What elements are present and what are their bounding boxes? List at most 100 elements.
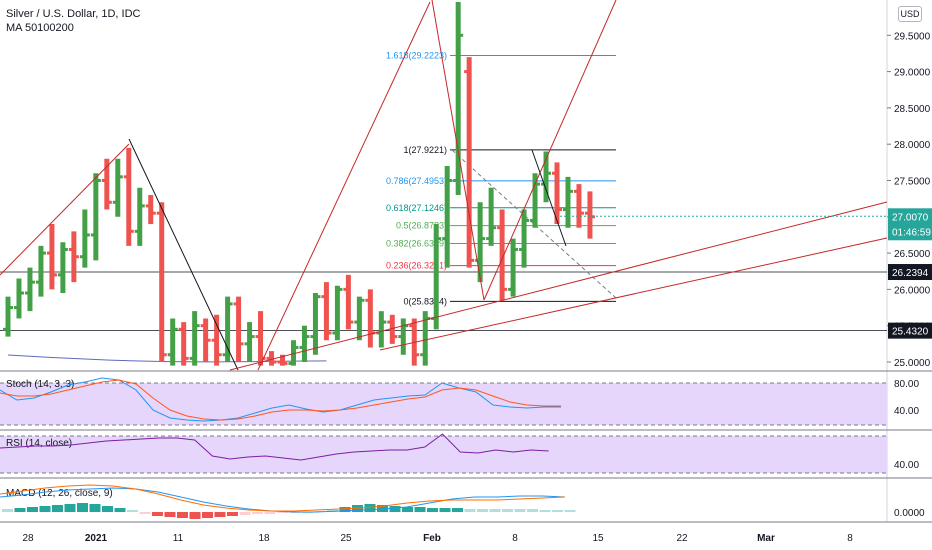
- macd-histogram-bar: [264, 512, 276, 514]
- macd-histogram-bar: [164, 512, 176, 517]
- rsi-band: [0, 436, 887, 473]
- time-tick-label: Mar: [757, 533, 775, 544]
- level-price-badge: [888, 322, 932, 339]
- stoch-label: Stoch (14, 3, 3): [6, 379, 74, 390]
- macd-histogram-bar: [364, 504, 376, 512]
- rsi-line: [0, 433, 549, 461]
- macd-histogram-bar: [77, 503, 88, 512]
- stoch-tick-label: 80.00: [894, 379, 919, 390]
- fib-level-label: 0.618(27.1246): [386, 203, 447, 213]
- macd-histogram-bar: [564, 510, 576, 512]
- macd-histogram-bar: [439, 508, 451, 512]
- macd-histogram-bar: [227, 512, 238, 516]
- macd-histogram-bar: [239, 512, 251, 515]
- stoch-k-line: [0, 377, 561, 422]
- macd-label: MACD (12, 26, close, 9): [6, 488, 113, 499]
- macd-histogram-bar: [252, 512, 263, 514]
- macd-histogram-bar: [152, 512, 163, 516]
- macd-histogram-bar: [14, 508, 26, 512]
- currency-button[interactable]: USD: [898, 6, 922, 22]
- price-tick-label: 28.5000: [894, 104, 931, 115]
- trend-line: [483, 0, 617, 301]
- price-tick-label: 29.5000: [894, 31, 931, 42]
- macd-histogram-bar: [64, 504, 76, 512]
- macd-histogram-bar: [2, 509, 13, 512]
- macd-histogram-bar: [477, 509, 488, 512]
- macd-histogram-bar: [214, 512, 226, 517]
- macd-tick-label: 0.0000: [894, 508, 925, 519]
- stoch-d-line: [0, 379, 561, 421]
- trend-line: [531, 149, 567, 247]
- price-tick-label: 27.5000: [894, 177, 931, 188]
- fib-level-label: 0.786(27.4953): [386, 176, 447, 186]
- rsi-tick-label: 40.00: [894, 460, 919, 471]
- macd-histogram-bar: [389, 506, 401, 512]
- macd-histogram-bar: [102, 506, 113, 512]
- fib-level-label: 0.382(26.6319): [386, 239, 447, 249]
- macd-histogram-bar: [114, 508, 126, 512]
- macd-histogram-bar: [89, 504, 101, 512]
- time-tick-label: Feb: [423, 533, 441, 544]
- level-price-label: 25.4320: [892, 327, 929, 338]
- macd-histogram-bar: [527, 509, 538, 512]
- fib-level-label: 1.618(29.2223): [386, 50, 447, 60]
- time-tick-label: 8: [847, 533, 853, 544]
- macd-histogram-bar: [402, 507, 413, 512]
- time-tick-label: 15: [592, 533, 604, 544]
- time-tick-label: 18: [258, 533, 270, 544]
- macd-histogram-bar: [377, 505, 388, 512]
- macd-histogram-bar: [189, 512, 201, 519]
- macd-histogram-bar: [414, 507, 426, 512]
- level-price-label: 26.2394: [892, 268, 929, 279]
- stoch-tick-label: 40.00: [894, 406, 919, 417]
- macd-histogram-bar: [39, 506, 51, 512]
- stoch-band: [0, 383, 887, 425]
- time-tick-label: 25: [340, 533, 352, 544]
- trend-line: [379, 237, 888, 351]
- macd-histogram-bar: [502, 509, 513, 512]
- trend-line: [431, 0, 485, 301]
- time-tick-label: 8: [512, 533, 518, 544]
- fib-level-label: 0(25.8344): [403, 296, 447, 306]
- ma-indicator-label: MA 50100200: [6, 22, 74, 34]
- macd-histogram-bar: [464, 509, 476, 512]
- time-tick-label: 11: [173, 533, 184, 544]
- rsi-label: RSI (14, close): [6, 438, 72, 449]
- trend-line: [0, 143, 130, 276]
- macd-histogram-bar: [127, 510, 138, 512]
- symbol-title: Silver / U.S. Dollar, 1D, IDC: [6, 8, 141, 20]
- fib-level-label: 0.5(26.8783): [396, 221, 447, 231]
- fib-level-label: 0.236(26.3271): [386, 261, 447, 271]
- time-tick-label: 22: [676, 533, 688, 544]
- trend-line: [128, 138, 239, 371]
- price-tick-label: 25.0000: [894, 358, 931, 369]
- macd-histogram-bar: [539, 510, 551, 512]
- price-tick-label: 26.0000: [894, 285, 931, 296]
- time-tick-label: 2021: [85, 533, 108, 544]
- fib-level-label: 1(27.9221): [403, 145, 447, 155]
- macd-signal-line: [0, 484, 566, 512]
- last-price-badge: [888, 208, 932, 241]
- macd-histogram-bar: [514, 509, 526, 512]
- macd-histogram-bar: [277, 512, 288, 513]
- trend-line: [257, 1, 431, 371]
- last-price-label: 27.0070: [892, 212, 929, 223]
- macd-histogram-bar: [339, 507, 351, 512]
- price-tick-label: 26.5000: [894, 249, 931, 260]
- macd-histogram-bar: [452, 508, 463, 512]
- price-tick-label: 29.0000: [894, 68, 931, 79]
- macd-histogram-bar: [427, 508, 438, 512]
- macd-histogram-bar: [489, 509, 501, 512]
- macd-histogram-bar: [177, 512, 188, 518]
- macd-histogram-bar: [552, 510, 563, 512]
- time-tick-label: 28: [22, 533, 34, 544]
- level-price-badge: [888, 264, 932, 281]
- macd-histogram-bar: [27, 507, 38, 512]
- price-tick-label: 28.0000: [894, 140, 931, 151]
- macd-histogram-bar: [52, 505, 63, 512]
- fib-trend-line: [451, 149, 617, 299]
- macd-histogram-bar: [139, 512, 151, 514]
- trend-line: [229, 201, 888, 371]
- macd-histogram-bar: [202, 512, 213, 518]
